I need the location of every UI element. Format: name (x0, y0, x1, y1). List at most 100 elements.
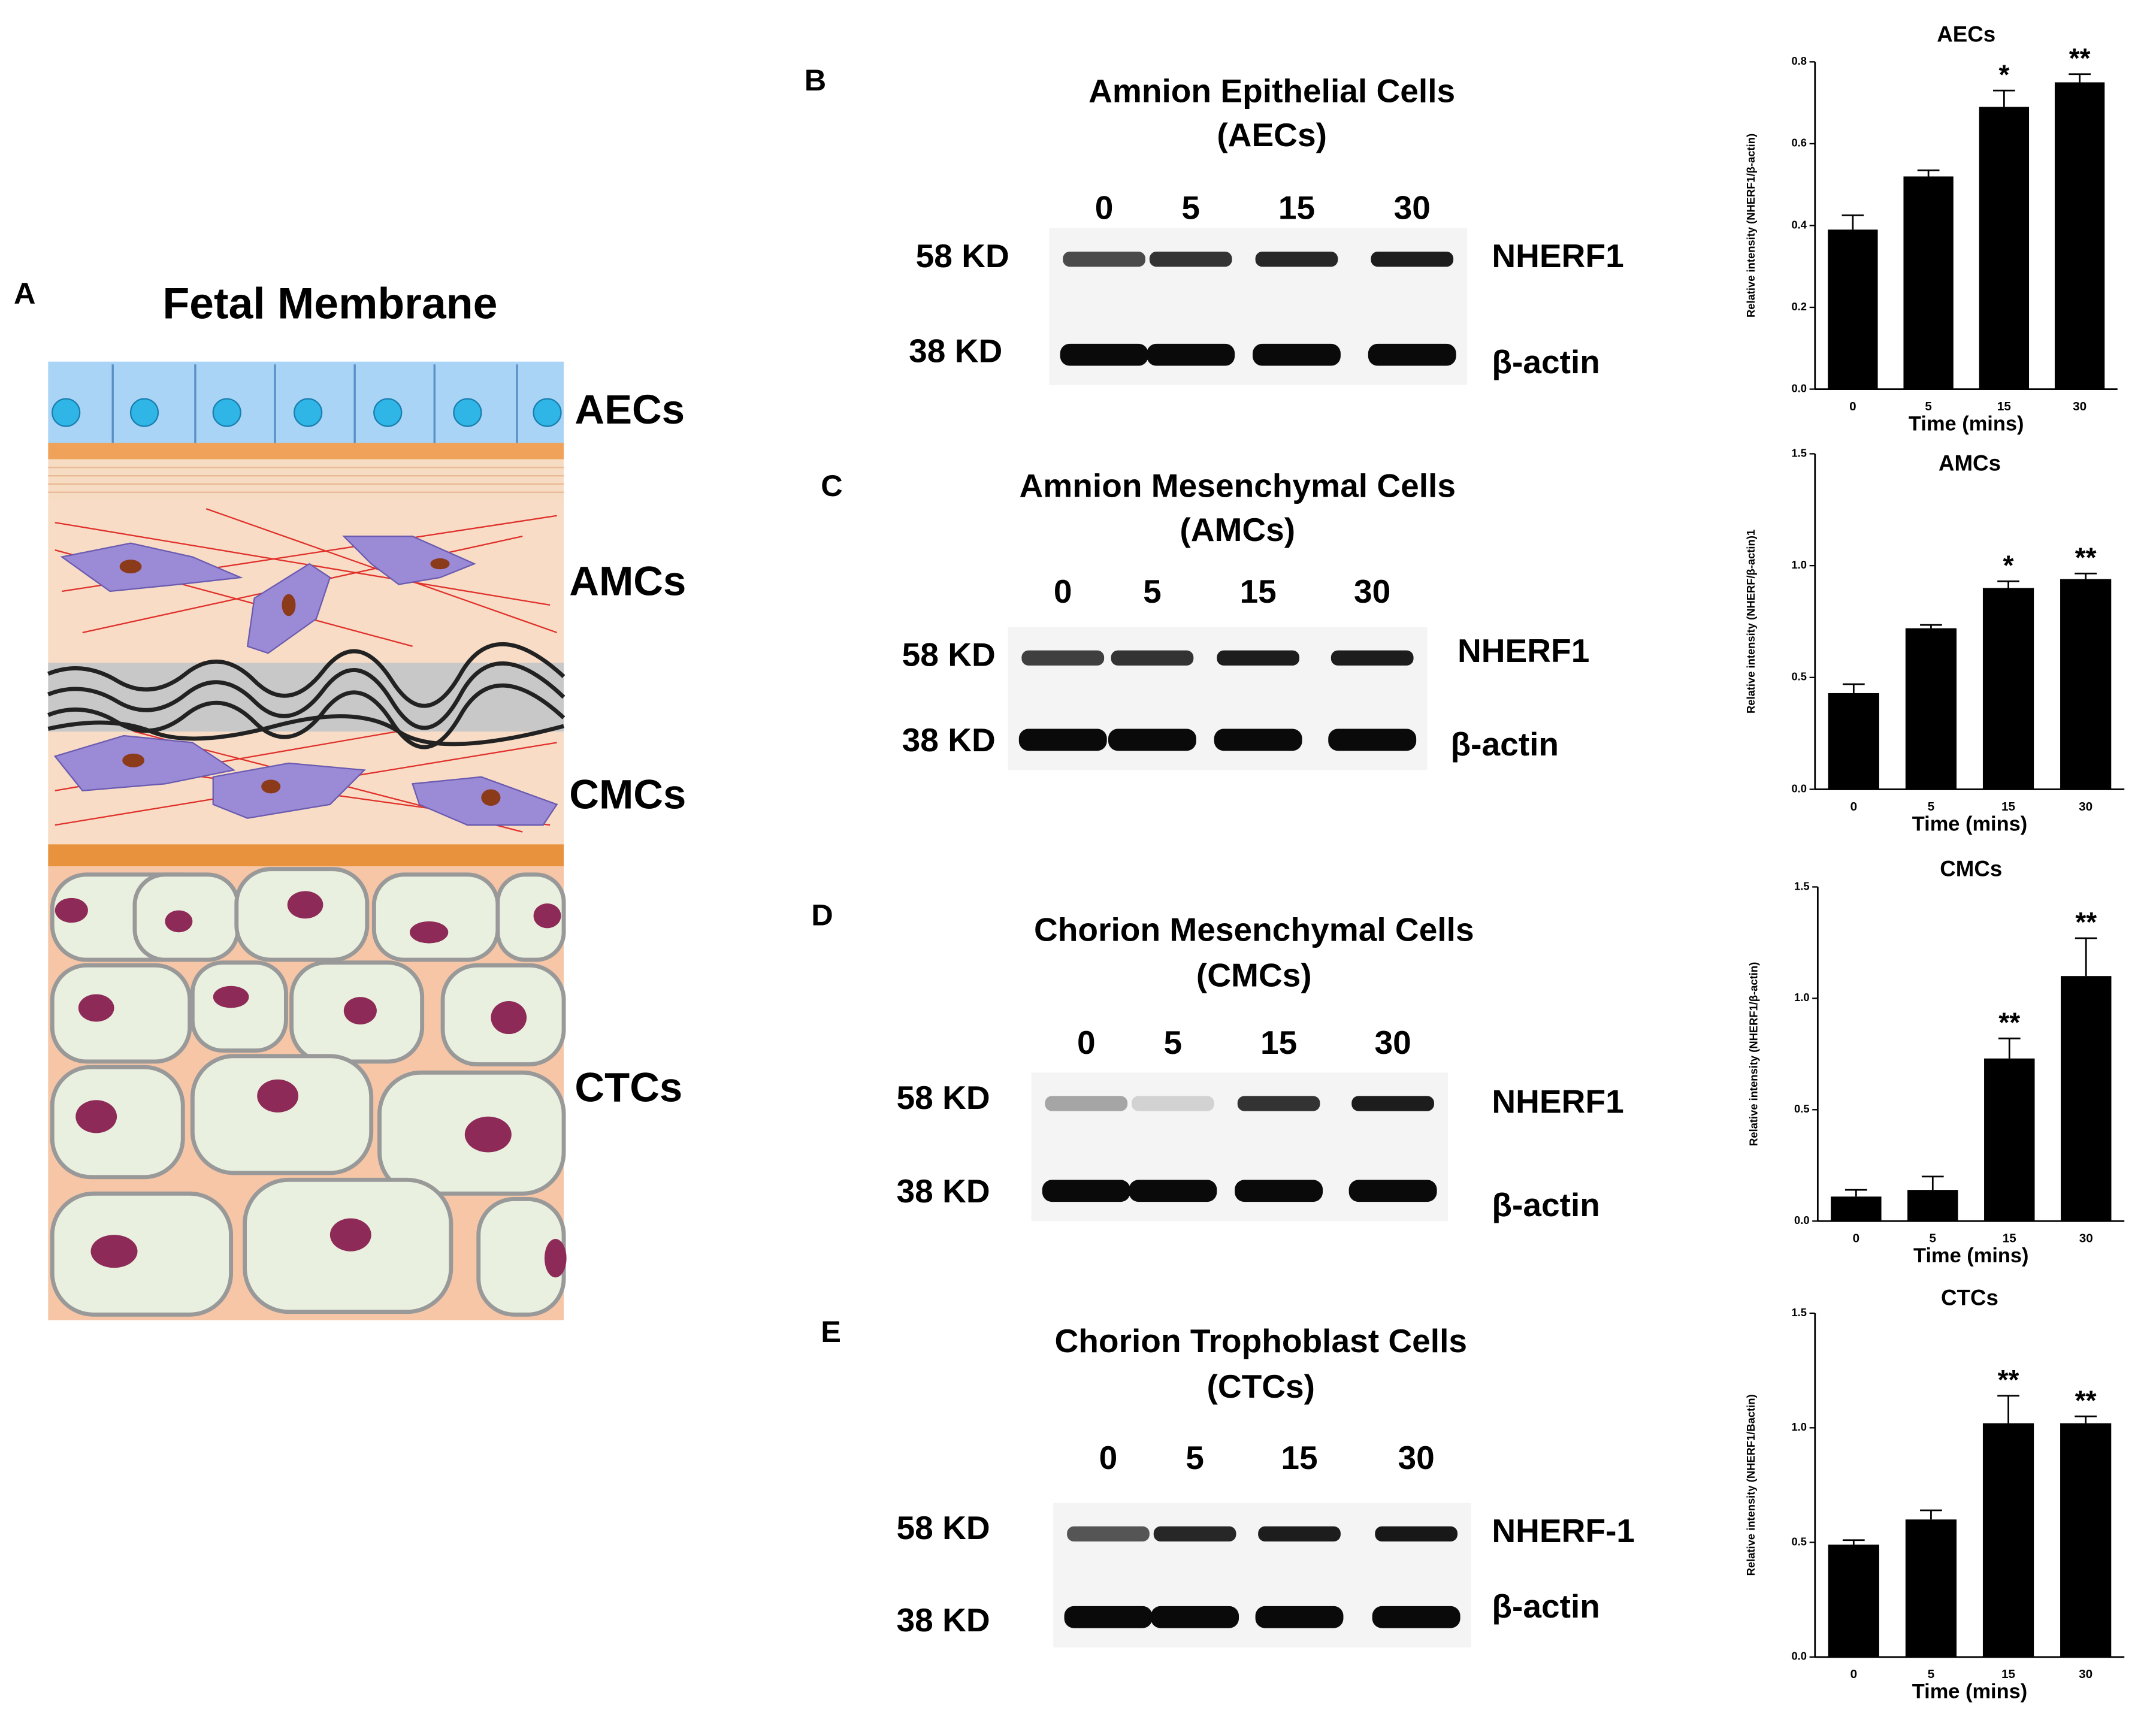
nherf1-band (1217, 650, 1300, 666)
kd-marker: 58 KD (897, 1079, 990, 1116)
actin-band (1042, 1180, 1130, 1202)
bar (1979, 107, 2030, 389)
nherf1-band (1021, 650, 1105, 666)
chorion-membrane (48, 844, 564, 867)
x-tick-label: 5 (1928, 800, 1934, 814)
layer-label: AMCs (569, 558, 686, 604)
bar (2060, 579, 2112, 790)
nherf1-band (1149, 252, 1232, 267)
lane-label: 0 (1095, 189, 1114, 226)
x-tick-label: 5 (1928, 1667, 1934, 1681)
x-tick-label: 30 (2073, 400, 2087, 413)
actin-band (1253, 343, 1341, 366)
lane-label: 15 (1281, 1439, 1317, 1476)
bar (1828, 1544, 1879, 1657)
actin-band (1328, 729, 1417, 751)
bar (1905, 1519, 1957, 1657)
x-axis-label: Time (mins) (1912, 1680, 2027, 1703)
bar (1982, 1423, 2034, 1657)
nherf1-band (1255, 252, 1338, 267)
x-tick-label: 15 (2001, 1667, 2015, 1681)
x-tick-label: 30 (2079, 1667, 2093, 1681)
y-axis-label: Relative intensity (NHERF/β-actin)1 (1744, 530, 1757, 714)
protein-label: β-actin (1451, 726, 1559, 763)
kd-marker: 38 KD (909, 332, 1002, 369)
trophoblast-nuclei (55, 891, 567, 1278)
lane-label: 5 (1143, 573, 1162, 610)
significance-mark: ** (2075, 542, 2097, 573)
blot-title: (CTCs) (1207, 1368, 1316, 1405)
bar (1828, 693, 1879, 790)
kd-marker: 38 KD (897, 1601, 990, 1639)
mesenchymal-nuclei (119, 558, 501, 806)
x-axis-label: Time (mins) (1912, 812, 2027, 835)
kd-marker: 38 KD (902, 721, 996, 758)
x-tick-label: 0 (1853, 1232, 1859, 1246)
x-tick-label: 15 (2003, 1232, 2016, 1246)
nherf1-band (1351, 1096, 1434, 1111)
y-tick-label: 0.2 (1791, 300, 1807, 313)
actin-band (1129, 1180, 1217, 1202)
lane-label: 15 (1278, 189, 1315, 226)
lane-label: 0 (1099, 1439, 1118, 1476)
nherf1-band (1258, 1526, 1341, 1542)
actin-band (1214, 729, 1302, 751)
significance-mark: ** (1998, 1006, 2020, 1038)
aec-nuclei (52, 398, 562, 427)
nherf1-band (1067, 1526, 1150, 1542)
protein-label: β-actin (1492, 1186, 1600, 1223)
y-axis-label: Relative intensity (NHERF1/β-actin) (1744, 134, 1757, 318)
bar (2060, 1423, 2112, 1657)
protein-label: β-actin (1492, 1588, 1600, 1625)
lane-label: 15 (1260, 1024, 1297, 1061)
significance-mark: ** (2075, 906, 2097, 938)
protein-label: NHERF1 (1458, 632, 1589, 669)
y-tick-label: 0.0 (1791, 782, 1807, 794)
layer-label: AECs (574, 386, 685, 433)
y-tick-label: 0.4 (1791, 218, 1807, 231)
protein-label: NHERF-1 (1492, 1512, 1635, 1549)
kd-marker: 58 KD (897, 1509, 990, 1546)
y-axis-label: Relative intensity (NHERF1/β-actin) (1747, 962, 1760, 1146)
reticular-mesh (47, 642, 566, 749)
compact-lines (48, 467, 564, 493)
blot-title: Chorion Mesenchymal Cells (1034, 911, 1474, 948)
panel-letter: E (821, 1314, 841, 1349)
bar (1828, 229, 1878, 389)
nherf1-band (1153, 1526, 1236, 1542)
nherf1-band (1375, 1526, 1458, 1542)
y-tick-label: 0.5 (1791, 1535, 1807, 1547)
lane-label: 30 (1374, 1024, 1411, 1061)
bar (1907, 1190, 1958, 1222)
lane-label: 0 (1054, 573, 1072, 610)
nherf1-band (1045, 1096, 1128, 1111)
blot-title: (CMCs) (1196, 956, 1312, 993)
blot-title: Chorion Trophoblast Cells (1055, 1322, 1468, 1359)
layer-label: CMCs (569, 771, 686, 817)
nherf1-band (1111, 650, 1194, 666)
significance-mark: ** (2075, 1385, 2097, 1416)
nherf1-band (1237, 1096, 1320, 1111)
blot-title: Amnion Mesenchymal Cells (1020, 467, 1456, 504)
x-tick-label: 0 (1850, 800, 1857, 814)
nherf1-band (1371, 252, 1454, 267)
lane-label: 5 (1164, 1024, 1183, 1061)
x-tick-label: 0 (1850, 1667, 1857, 1681)
bar (1905, 628, 1957, 790)
y-tick-label: 0.8 (1791, 55, 1807, 67)
x-axis-label: Time (mins) (1909, 412, 2024, 435)
x-axis-label: Time (mins) (1913, 1244, 2028, 1267)
kd-marker: 38 KD (897, 1172, 990, 1210)
actin-band (1151, 1606, 1239, 1628)
lane-label: 0 (1077, 1024, 1096, 1061)
chart-title: CMCs (1940, 857, 2002, 881)
y-axis-label: Relative intensity (NHERF1/Bactin) (1744, 1394, 1757, 1576)
panel-letter: C (821, 468, 842, 503)
y-tick-label: 1.5 (1794, 879, 1810, 892)
y-tick-label: 0.5 (1791, 670, 1807, 683)
significance-mark: ** (2069, 43, 2091, 74)
y-tick-label: 1.0 (1791, 558, 1807, 571)
lane-label: 5 (1181, 189, 1200, 226)
blot-title: (AMCs) (1180, 511, 1295, 548)
